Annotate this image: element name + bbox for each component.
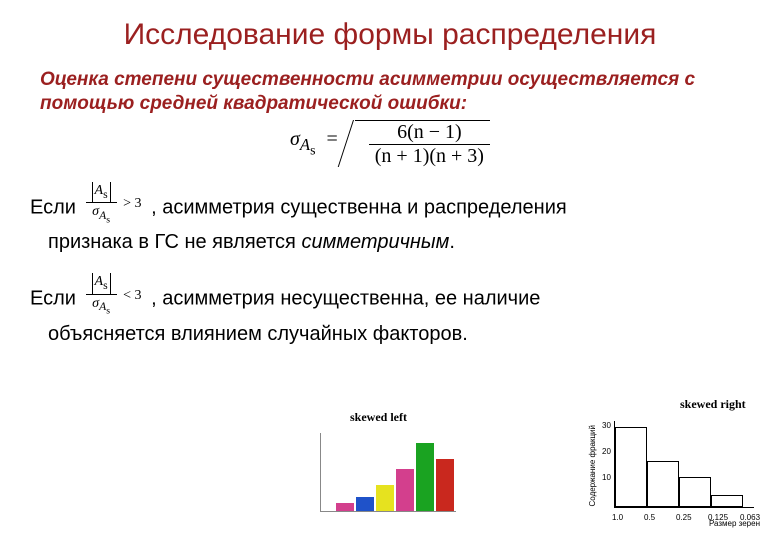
chart-skewed-right: skewed right Содержание фракций Размер з… (590, 411, 760, 526)
cond2-prefix: Если (30, 288, 76, 310)
xtick: 0.125 (708, 513, 728, 522)
condition-2: Если As σAs < 3 , асимметрия несуществен… (0, 255, 780, 347)
bar (376, 485, 394, 511)
cond1-text-a: , асимметрия существенна и распределения (151, 196, 567, 218)
charts-area: skewed left skewed right Содержание фрак… (0, 416, 780, 536)
cond2-frac: As σAs < 3 (86, 273, 142, 318)
cond1-text-b: признака в ГС не является (48, 231, 301, 253)
ytick: 30 (602, 421, 611, 430)
chart-right-label: skewed right (680, 397, 746, 412)
formula-block: σAs = 6(n − 1) (n + 1)(n + 3) (0, 120, 780, 168)
cond1-prefix: Если (30, 196, 76, 218)
intro-text: Оценка степени существенности асимметрии… (0, 62, 780, 116)
xtick: 0.5 (644, 513, 655, 522)
chart-left-label: skewed left (350, 410, 407, 425)
cond1-frac: As σAs > 3 (86, 182, 142, 227)
chart-skewed-left: skewed left (300, 416, 460, 526)
bar (356, 497, 374, 511)
ytick: 20 (602, 447, 611, 456)
xtick: 0.25 (676, 513, 692, 522)
xtick: 0.063 (740, 513, 760, 522)
bar (679, 477, 711, 507)
ylabel-right: Содержание фракций (588, 425, 597, 506)
cond1-em: симметричным (301, 231, 449, 253)
bars-left (320, 433, 456, 512)
formula-den: (n + 1)(n + 3) (369, 145, 490, 168)
condition-1: Если As σAs > 3 , асимметрия существенна… (0, 176, 780, 256)
xtick: 1.0 (612, 513, 623, 522)
equals: = (326, 128, 337, 150)
sqrt: 6(n − 1) (n + 1)(n + 3) (355, 120, 490, 168)
cond2-text-a: , асимметрия несущественна, ее наличие (151, 288, 540, 310)
bar (396, 469, 414, 511)
page-title: Исследование формы распределения (0, 0, 780, 62)
bar (436, 459, 454, 511)
sigma-sub: A (300, 135, 310, 154)
bar (615, 427, 647, 507)
bar (647, 461, 679, 507)
ytick: 10 (602, 473, 611, 482)
formula-num: 6(n − 1) (369, 121, 490, 145)
sigma: σ (290, 128, 300, 150)
sigma-subsub: s (310, 143, 315, 158)
cond2-text-b: объясняется влиянием случайных факторов. (48, 322, 740, 347)
bar (416, 443, 434, 511)
bars-right (614, 421, 754, 508)
bar (711, 495, 743, 507)
bar (336, 503, 354, 511)
